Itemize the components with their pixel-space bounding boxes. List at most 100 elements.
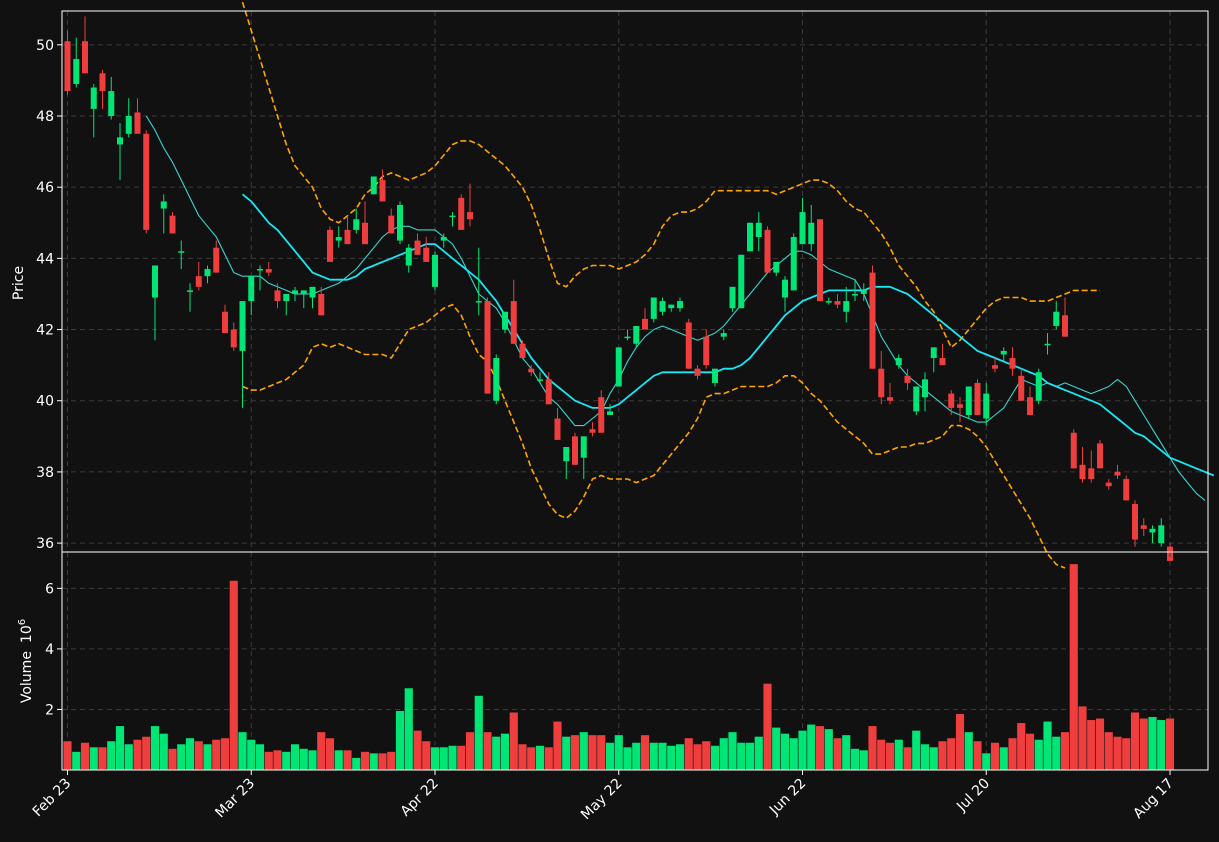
candle-body: [790, 237, 797, 291]
volume-bar: [1139, 718, 1148, 770]
volume-bar: [430, 747, 440, 770]
candle: [747, 222, 753, 252]
volume-bar: [850, 748, 860, 770]
candle-body: [1158, 525, 1165, 544]
candles: [64, 16, 1173, 565]
price-tick-label: 42: [36, 323, 54, 339]
candle-body: [633, 325, 640, 344]
candle-body: [265, 269, 272, 273]
volume-bar: [255, 744, 265, 770]
candle: [440, 233, 447, 248]
candle: [213, 240, 220, 273]
candle: [510, 279, 517, 344]
volume-bar: [1165, 718, 1175, 770]
volume-bar: [264, 751, 273, 770]
candle-body: [843, 301, 850, 312]
candle-body: [913, 386, 920, 412]
volume-bar: [938, 741, 947, 770]
volume-bar: [1025, 733, 1035, 770]
volume-bar: [325, 738, 335, 770]
price-tick-label: 40: [36, 394, 54, 410]
candle: [808, 204, 815, 252]
candle-body: [1062, 315, 1068, 337]
volume-bar: [885, 742, 895, 770]
volume-bar: [80, 742, 90, 770]
candle-body: [773, 261, 780, 273]
candle: [458, 194, 465, 230]
candle: [335, 226, 342, 248]
volume-bar: [115, 726, 125, 770]
volume-bar: [702, 741, 711, 770]
volume-bar: [588, 735, 597, 770]
candle-body: [1009, 358, 1016, 369]
candle-body: [397, 204, 403, 241]
candle-body: [1114, 471, 1121, 476]
candle: [720, 329, 727, 341]
candle: [1000, 347, 1007, 362]
candle-body: [642, 318, 648, 330]
candle: [432, 251, 438, 291]
price-tick-label: 48: [36, 109, 54, 125]
candle: [843, 286, 850, 323]
volume-bar: [772, 727, 781, 770]
volume-bar: [1034, 739, 1043, 770]
candle-body: [370, 176, 377, 195]
volume-bar: [133, 739, 142, 770]
candle-body: [82, 41, 88, 74]
candle: [624, 329, 631, 341]
candle-body: [1070, 432, 1077, 469]
volume-bar: [1060, 732, 1070, 770]
volume-unit-base: 10: [19, 625, 35, 643]
volume-bar: [535, 745, 545, 770]
candle: [887, 382, 893, 405]
price-panel: 36 38 40 42 44 46 48 50 Price: [11, 1, 1215, 569]
candle: [73, 37, 80, 88]
candle: [572, 432, 578, 465]
candle: [729, 286, 736, 312]
volume-bar: [614, 735, 623, 770]
volume-bar: [413, 730, 422, 770]
volume-bar: [474, 695, 483, 770]
candle-body: [659, 301, 666, 312]
candle: [1018, 368, 1025, 401]
candle: [187, 283, 193, 312]
volume-bar: [597, 735, 606, 770]
volume-bar: [737, 742, 746, 770]
candle-body: [624, 336, 631, 339]
candle-body: [300, 290, 307, 294]
candle-body: [257, 269, 263, 271]
candle-body: [1097, 443, 1103, 469]
volume-bar: [649, 742, 658, 770]
candle-body: [1018, 375, 1025, 401]
volume-bar: [282, 751, 291, 770]
volume-bar: [422, 741, 431, 770]
volume-bar: [360, 751, 370, 770]
volume-bar: [168, 748, 177, 770]
candle-body: [117, 137, 123, 145]
candle: [755, 212, 762, 252]
volume-bar: [877, 739, 886, 770]
volume-bar: [150, 726, 160, 770]
volume-bar: [72, 751, 81, 770]
volume-bar: [710, 745, 720, 770]
candle: [922, 372, 928, 412]
price-tick-label: 38: [36, 465, 54, 481]
volume-bar: [290, 744, 300, 770]
candle: [1044, 333, 1051, 355]
volume-tick-label: 4: [45, 642, 54, 658]
volume-bar: [273, 750, 282, 770]
candle: [1140, 518, 1147, 536]
candle-body: [222, 311, 228, 334]
candle: [528, 365, 535, 376]
volume-bar: [439, 747, 448, 770]
candle: [1132, 500, 1138, 547]
candle: [878, 350, 885, 405]
candle: [493, 354, 500, 405]
candle: [1062, 297, 1068, 337]
candle: [274, 283, 281, 309]
candle: [930, 347, 937, 373]
candle-body: [895, 358, 902, 366]
candle-body: [703, 336, 710, 366]
volume-bar: [500, 733, 510, 770]
